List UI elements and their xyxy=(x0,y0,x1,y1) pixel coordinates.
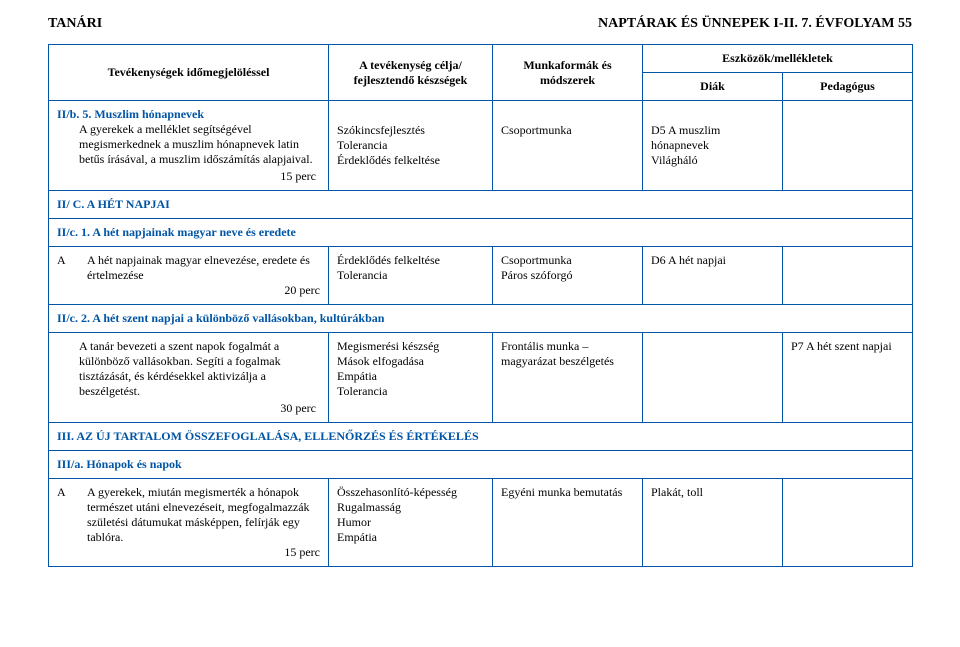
cell-diak: D6 A hét napjai xyxy=(643,247,783,305)
row-letter: A xyxy=(57,253,87,298)
activity-time: 15 perc xyxy=(79,169,320,184)
th-pedagogus: Pedagógus xyxy=(783,73,913,101)
cell-activities: A A hét napjainak magyar elnevezése, ere… xyxy=(49,247,329,305)
cell-diak: D5 A muszlim hónapnevek Világháló xyxy=(643,117,783,191)
cell-goal: Érdeklődés felkeltése Tolerancia xyxy=(329,247,493,305)
row-letter: A xyxy=(57,485,87,560)
page-header: TANÁRI NAPTÁRAK ÉS ÜNNEPEK I-II. 7. ÉVFO… xyxy=(0,0,960,40)
activity-text: A gyerekek a melléklet segítségével megi… xyxy=(79,122,313,166)
activity-time: 15 perc xyxy=(87,545,320,560)
cell-goal: Összehasonlító-képesség Rugalmasság Humo… xyxy=(329,479,493,567)
cell-work: Csoportmunka xyxy=(493,117,643,191)
cell-ped xyxy=(783,247,913,305)
section-heading: II/c. 2. A hét szent napjai a különböző … xyxy=(49,305,913,333)
cell-diak xyxy=(643,333,783,423)
empty-cell xyxy=(493,101,643,117)
cell-ped xyxy=(783,117,913,191)
th-goals: A tevékenység célja/ fejlesztendő készsé… xyxy=(329,45,493,101)
cell-activities: A tanár bevezeti a szent napok fogalmát … xyxy=(49,333,329,423)
activity-text-block: A hét napjainak magyar elnevezése, erede… xyxy=(87,253,320,298)
curriculum-table: Tevékenységek időmegjelöléssel A tevéken… xyxy=(48,44,913,567)
empty-cell xyxy=(783,101,913,117)
empty-cell xyxy=(329,101,493,117)
cell-ped: P7 A hét szent napjai xyxy=(783,333,913,423)
activity-time: 30 perc xyxy=(79,401,320,416)
section-heading: III/a. Hónapok és napok xyxy=(49,451,913,479)
cell-goal: Szókincsfejlesztés Tolerancia Érdeklődés… xyxy=(329,117,493,191)
empty-cell xyxy=(643,101,783,117)
cell-work: Egyéni munka bemutatás xyxy=(493,479,643,567)
activity-text: A hét napjainak magyar elnevezése, erede… xyxy=(87,253,310,282)
cell-work: Frontális munka – magyarázat beszélgetés xyxy=(493,333,643,423)
activity-time: 20 perc xyxy=(87,283,320,298)
section-heading: II/c. 1. A hét napjainak magyar neve és … xyxy=(49,219,913,247)
cell-activities: A A gyerekek, miután megismerték a hónap… xyxy=(49,479,329,567)
th-tools: Eszközök/mellékletek xyxy=(643,45,913,73)
section-heading: II/b. 5. Muszlim hónapnevek xyxy=(57,107,320,122)
th-activities: Tevékenységek időmegjelöléssel xyxy=(49,45,329,101)
header-right: NAPTÁRAK ÉS ÜNNEPEK I-II. 7. ÉVFOLYAM 55 xyxy=(598,16,912,32)
activity-text: A tanár bevezeti a szent napok fogalmát … xyxy=(79,339,281,398)
activity-text-block: A tanár bevezeti a szent napok fogalmát … xyxy=(79,339,320,416)
activity-text: A gyerekek, miután megismerték a hónapok… xyxy=(87,485,310,544)
activity-text-block: A gyerekek, miután megismerték a hónapok… xyxy=(87,485,320,560)
section-heading: II/ C. A HÉT NAPJAI xyxy=(49,191,913,219)
cell-work: Csoportmunka Páros szóforgó xyxy=(493,247,643,305)
section-heading: III. AZ ÚJ TARTALOM ÖSSZEFOGLALÁSA, ELLE… xyxy=(49,423,913,451)
cell-goal: Megismerési készség Mások elfogadása Emp… xyxy=(329,333,493,423)
activity-text-block: A gyerekek a melléklet segítségével megi… xyxy=(79,122,320,184)
header-left: TANÁRI xyxy=(48,16,102,32)
cell-activities: II/b. 5. Muszlim hónapnevek A gyerekek a… xyxy=(49,101,329,191)
cell-ped xyxy=(783,479,913,567)
th-diak: Diák xyxy=(643,73,783,101)
th-workforms: Munkaformák és módszerek xyxy=(493,45,643,101)
cell-diak: Plakát, toll xyxy=(643,479,783,567)
